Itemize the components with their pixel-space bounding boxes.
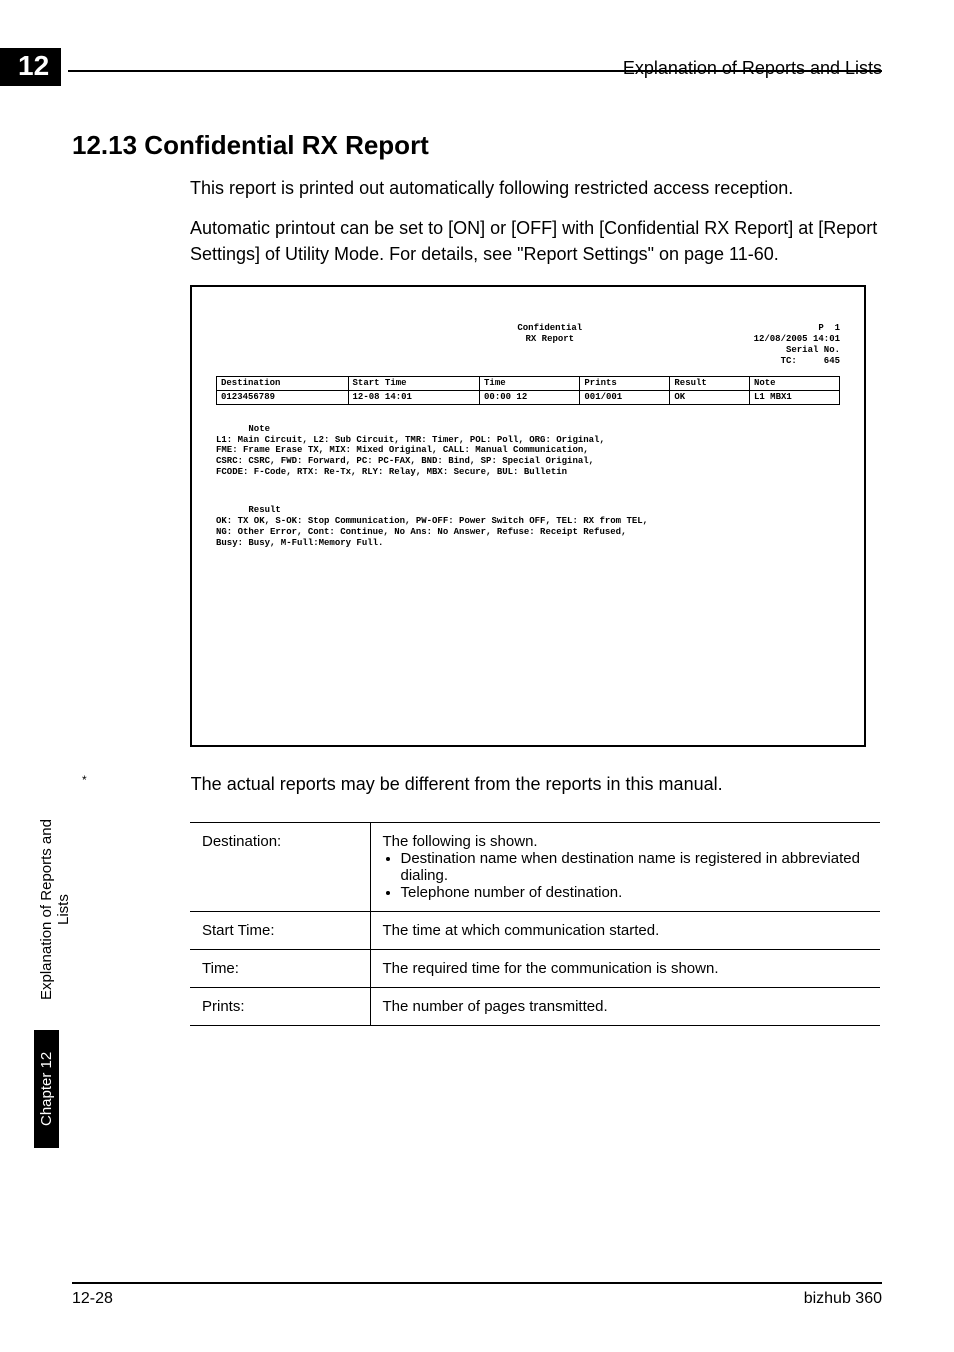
col-time: Time bbox=[480, 377, 580, 391]
result-label: Result bbox=[248, 505, 298, 516]
side-tab: Explanation of Reports and Lists Chapter… bbox=[34, 790, 62, 1150]
note-body: L1: Main Circuit, L2: Sub Circuit, TMR: … bbox=[216, 435, 785, 478]
def-destination-bullets: Destination name when destination name i… bbox=[401, 850, 869, 901]
footnote-text: The actual reports may be different from… bbox=[191, 771, 723, 798]
page-footer: 12-28 bizhub 360 bbox=[72, 1282, 882, 1308]
col-note: Note bbox=[749, 377, 839, 391]
report-table-header-row: Destination Start Time Time Prints Resul… bbox=[217, 377, 840, 391]
report-tc-val: 645 bbox=[824, 356, 840, 366]
paragraph-1: This report is printed out automatically… bbox=[190, 175, 882, 201]
def-val-time: The required time for the communication … bbox=[370, 950, 880, 988]
report-page: P 1 bbox=[818, 323, 840, 333]
cell-note: L1 MBX1 bbox=[749, 391, 839, 405]
report-result-block: ResultOK: TX OK, S-OK: Stop Communicatio… bbox=[216, 495, 840, 560]
report-sample-frame: Confidential RX Report P 1 12/08/2005 14… bbox=[190, 285, 866, 747]
cell-time: 00:00 12 bbox=[480, 391, 580, 405]
result-body: OK: TX OK, S-OK: Stop Communication, PW-… bbox=[216, 516, 785, 548]
report-header-row: Confidential RX Report P 1 12/08/2005 14… bbox=[216, 323, 840, 366]
note-label: Note bbox=[248, 424, 298, 435]
definition-table: Destination: The following is shown. Des… bbox=[190, 822, 880, 1026]
col-start-time: Start Time bbox=[348, 377, 480, 391]
report-title: Confidential RX Report bbox=[216, 323, 754, 345]
def-val-prints: The number of pages transmitted. bbox=[370, 988, 880, 1026]
side-tab-black: Chapter 12 bbox=[34, 1030, 59, 1148]
main-content: 12.13 Confidential RX Report This report… bbox=[72, 130, 882, 1026]
def-row-start-time: Start Time: The time at which communicat… bbox=[190, 912, 880, 950]
report-serial-label: Serial No. bbox=[786, 345, 840, 355]
chapter-badge: 12 bbox=[0, 48, 61, 86]
footnote-star: * bbox=[82, 771, 87, 790]
def-key-destination: Destination: bbox=[190, 823, 370, 912]
def-row-time: Time: The required time for the communic… bbox=[190, 950, 880, 988]
def-val-start-time: The time at which communication started. bbox=[370, 912, 880, 950]
def-key-prints: Prints: bbox=[190, 988, 370, 1026]
report-table-data-row: 0123456789 12-08 14:01 00:00 12 001/001 … bbox=[217, 391, 840, 405]
def-destination-bullet-1: Destination name when destination name i… bbox=[401, 850, 869, 884]
cell-start-time: 12-08 14:01 bbox=[348, 391, 480, 405]
report-table: Destination Start Time Time Prints Resul… bbox=[216, 376, 840, 405]
def-key-start-time: Start Time: bbox=[190, 912, 370, 950]
cell-prints: 001/001 bbox=[580, 391, 670, 405]
def-destination-intro: The following is shown. bbox=[383, 833, 538, 850]
def-destination-bullet-2: Telephone number of destination. bbox=[401, 884, 869, 901]
def-row-destination: Destination: The following is shown. Des… bbox=[190, 823, 880, 912]
cell-destination: 0123456789 bbox=[217, 391, 349, 405]
col-prints: Prints bbox=[580, 377, 670, 391]
report-tc-label: TC: bbox=[781, 356, 797, 366]
footer-product: bizhub 360 bbox=[804, 1290, 882, 1308]
footer-page-number: 12-28 bbox=[72, 1290, 113, 1308]
header-running-title: Explanation of Reports and Lists bbox=[623, 58, 882, 79]
def-key-time: Time: bbox=[190, 950, 370, 988]
def-val-destination: The following is shown. Destination name… bbox=[370, 823, 880, 912]
section-heading: 12.13 Confidential RX Report bbox=[72, 130, 882, 161]
side-tab-white: Explanation of Reports and Lists bbox=[34, 790, 76, 1030]
col-destination: Destination bbox=[217, 377, 349, 391]
paragraph-2: Automatic printout can be set to [ON] or… bbox=[190, 215, 882, 267]
report-meta: P 1 12/08/2005 14:01 Serial No. TC: 645 bbox=[754, 323, 840, 366]
cell-result: OK bbox=[670, 391, 750, 405]
report-datetime: 12/08/2005 14:01 bbox=[754, 334, 840, 344]
footnote-row: * The actual reports may be different fr… bbox=[72, 771, 882, 798]
def-row-prints: Prints: The number of pages transmitted. bbox=[190, 988, 880, 1026]
report-note-block: NoteL1: Main Circuit, L2: Sub Circuit, T… bbox=[216, 413, 840, 489]
col-result: Result bbox=[670, 377, 750, 391]
